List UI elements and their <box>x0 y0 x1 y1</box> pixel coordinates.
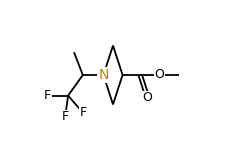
Text: F: F <box>44 89 51 102</box>
Text: F: F <box>79 106 86 119</box>
Text: F: F <box>61 110 68 123</box>
Text: N: N <box>98 68 108 82</box>
Text: O: O <box>154 69 164 81</box>
Text: O: O <box>142 91 152 104</box>
